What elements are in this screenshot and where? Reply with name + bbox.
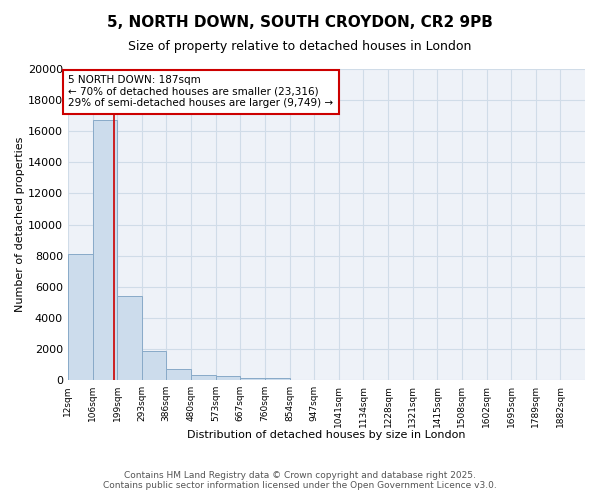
Bar — [117, 296, 142, 380]
X-axis label: Distribution of detached houses by size in London: Distribution of detached houses by size … — [187, 430, 466, 440]
Bar — [215, 376, 240, 380]
Text: 5 NORTH DOWN: 187sqm
← 70% of detached houses are smaller (23,316)
29% of semi-d: 5 NORTH DOWN: 187sqm ← 70% of detached h… — [68, 75, 334, 108]
Bar — [240, 378, 265, 380]
Text: Size of property relative to detached houses in London: Size of property relative to detached ho… — [128, 40, 472, 53]
Bar — [166, 368, 191, 380]
Bar — [142, 352, 166, 380]
Bar — [92, 120, 117, 380]
Text: Contains HM Land Registry data © Crown copyright and database right 2025.
Contai: Contains HM Land Registry data © Crown c… — [103, 470, 497, 490]
Bar — [265, 378, 290, 380]
Bar — [68, 254, 92, 380]
Y-axis label: Number of detached properties: Number of detached properties — [15, 137, 25, 312]
Bar — [191, 375, 215, 380]
Text: 5, NORTH DOWN, SOUTH CROYDON, CR2 9PB: 5, NORTH DOWN, SOUTH CROYDON, CR2 9PB — [107, 15, 493, 30]
